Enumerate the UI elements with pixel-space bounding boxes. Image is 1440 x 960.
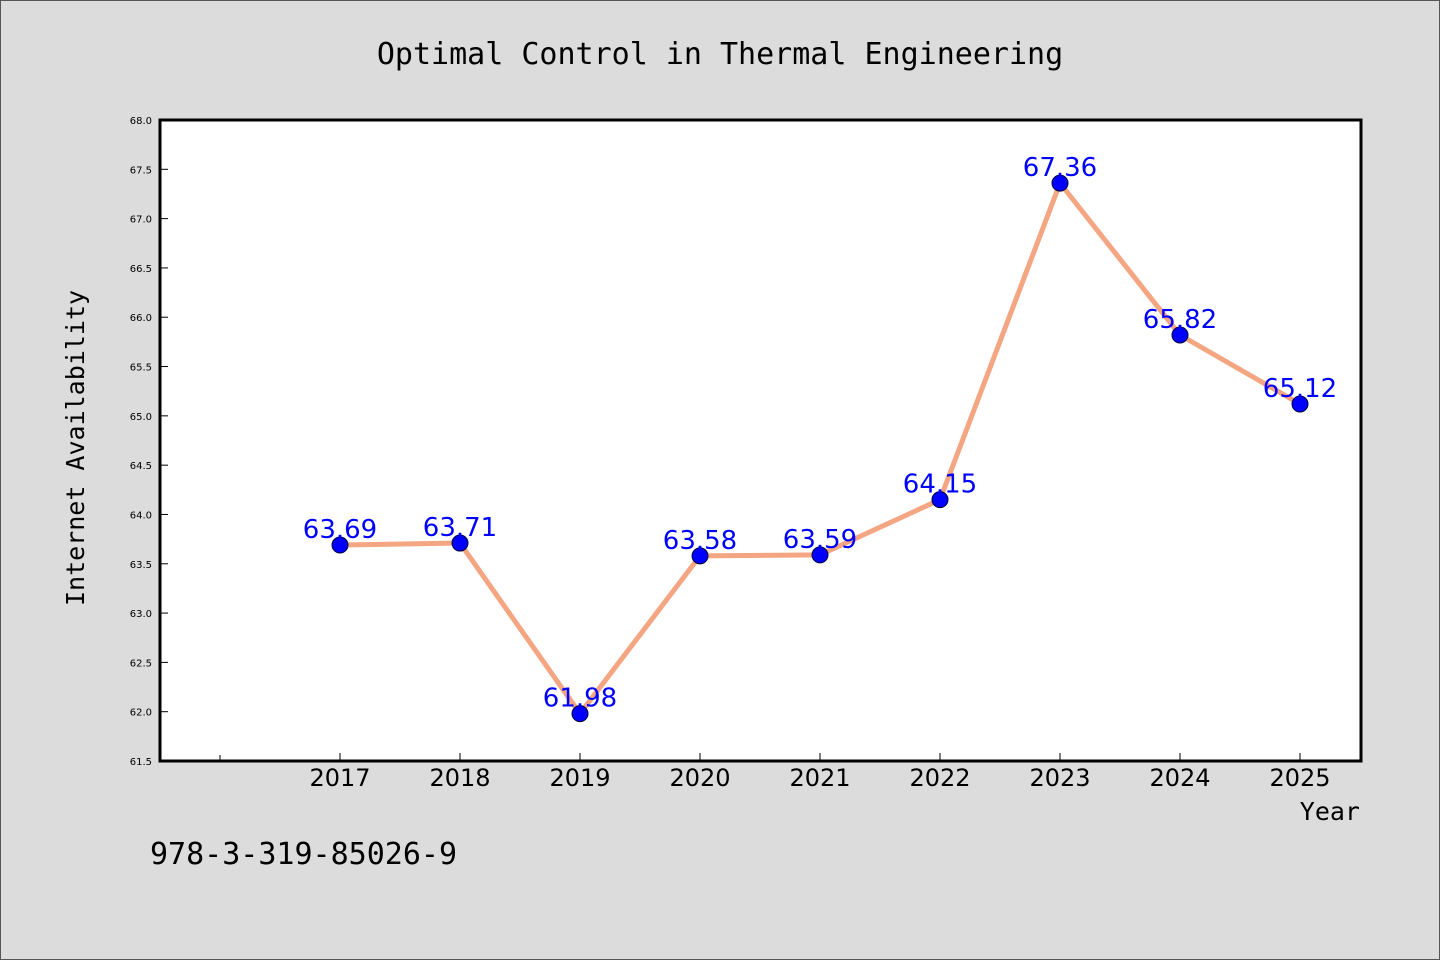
data-label: 64.15 — [903, 470, 977, 500]
data-point — [811, 546, 829, 564]
y-tick-label: 63.5 — [130, 560, 152, 571]
y-tick-label: 65.0 — [130, 412, 152, 423]
plot-area — [158, 118, 1363, 763]
y-tick-label: 62.0 — [130, 708, 152, 719]
x-tick-label: 2025 — [1269, 764, 1330, 792]
data-label: 65.12 — [1263, 374, 1337, 404]
x-tick-label: 2023 — [1029, 764, 1090, 792]
x-tick-label: 2022 — [909, 764, 970, 792]
data-label: 63.58 — [663, 526, 737, 556]
y-tick-label: 61.5 — [130, 757, 152, 768]
y-tick-label: 63.0 — [130, 609, 152, 620]
data-point — [451, 534, 469, 552]
y-tick-label: 67.5 — [130, 165, 152, 176]
x-tick-label: 2024 — [1149, 764, 1210, 792]
x-tick-label: 2019 — [549, 764, 610, 792]
y-tick-label: 64.5 — [130, 461, 152, 472]
x-tick-label: 2017 — [309, 764, 370, 792]
data-point — [931, 491, 949, 509]
x-tick-label: 2018 — [429, 764, 490, 792]
data-label: 67.36 — [1023, 153, 1097, 183]
data-point — [331, 536, 349, 554]
data-point — [571, 705, 589, 723]
y-tick-label: 68.0 — [130, 116, 152, 127]
x-axis-label: Year — [1300, 797, 1360, 826]
data-label: 63.71 — [423, 513, 497, 543]
x-tick-label: 2021 — [789, 764, 850, 792]
y-tick-label: 66.5 — [130, 264, 152, 275]
y-axis-label: Internet Availability — [61, 290, 90, 606]
y-axis: 61.5 62.0 62.5 63.0 63.5 64.0 64.5 65.0 65.5 66.0… — [130, 116, 168, 768]
data-label: 63.59 — [783, 525, 857, 555]
data-point — [1051, 174, 1069, 192]
footnote-isbn: 978-3-319-85026-9 — [150, 837, 457, 872]
data-point — [1171, 326, 1189, 344]
data-label: 63.69 — [303, 515, 377, 545]
y-tick-label: 66.0 — [130, 313, 152, 324]
data-label: 65.82 — [1143, 305, 1217, 335]
x-axis: 2017 2018 2019 2020 2021 2022 2023 2024 2025 — [219, 753, 1331, 792]
y-tick-label: 65.5 — [130, 363, 152, 374]
data-point — [691, 547, 709, 565]
data-point — [1291, 395, 1309, 413]
chart-title: Optimal Control in Thermal Engineering — [377, 37, 1063, 72]
y-tick-label: 64.0 — [130, 510, 152, 521]
y-tick-label: 62.5 — [130, 658, 152, 669]
data-label: 61.98 — [543, 684, 617, 714]
x-tick-label: 2020 — [669, 764, 730, 792]
y-tick-label: 67.0 — [130, 215, 152, 226]
series-group: 63.69 63.71 61.98 63.58 63.59 64.15 67.36 65.82… — [303, 153, 1337, 723]
